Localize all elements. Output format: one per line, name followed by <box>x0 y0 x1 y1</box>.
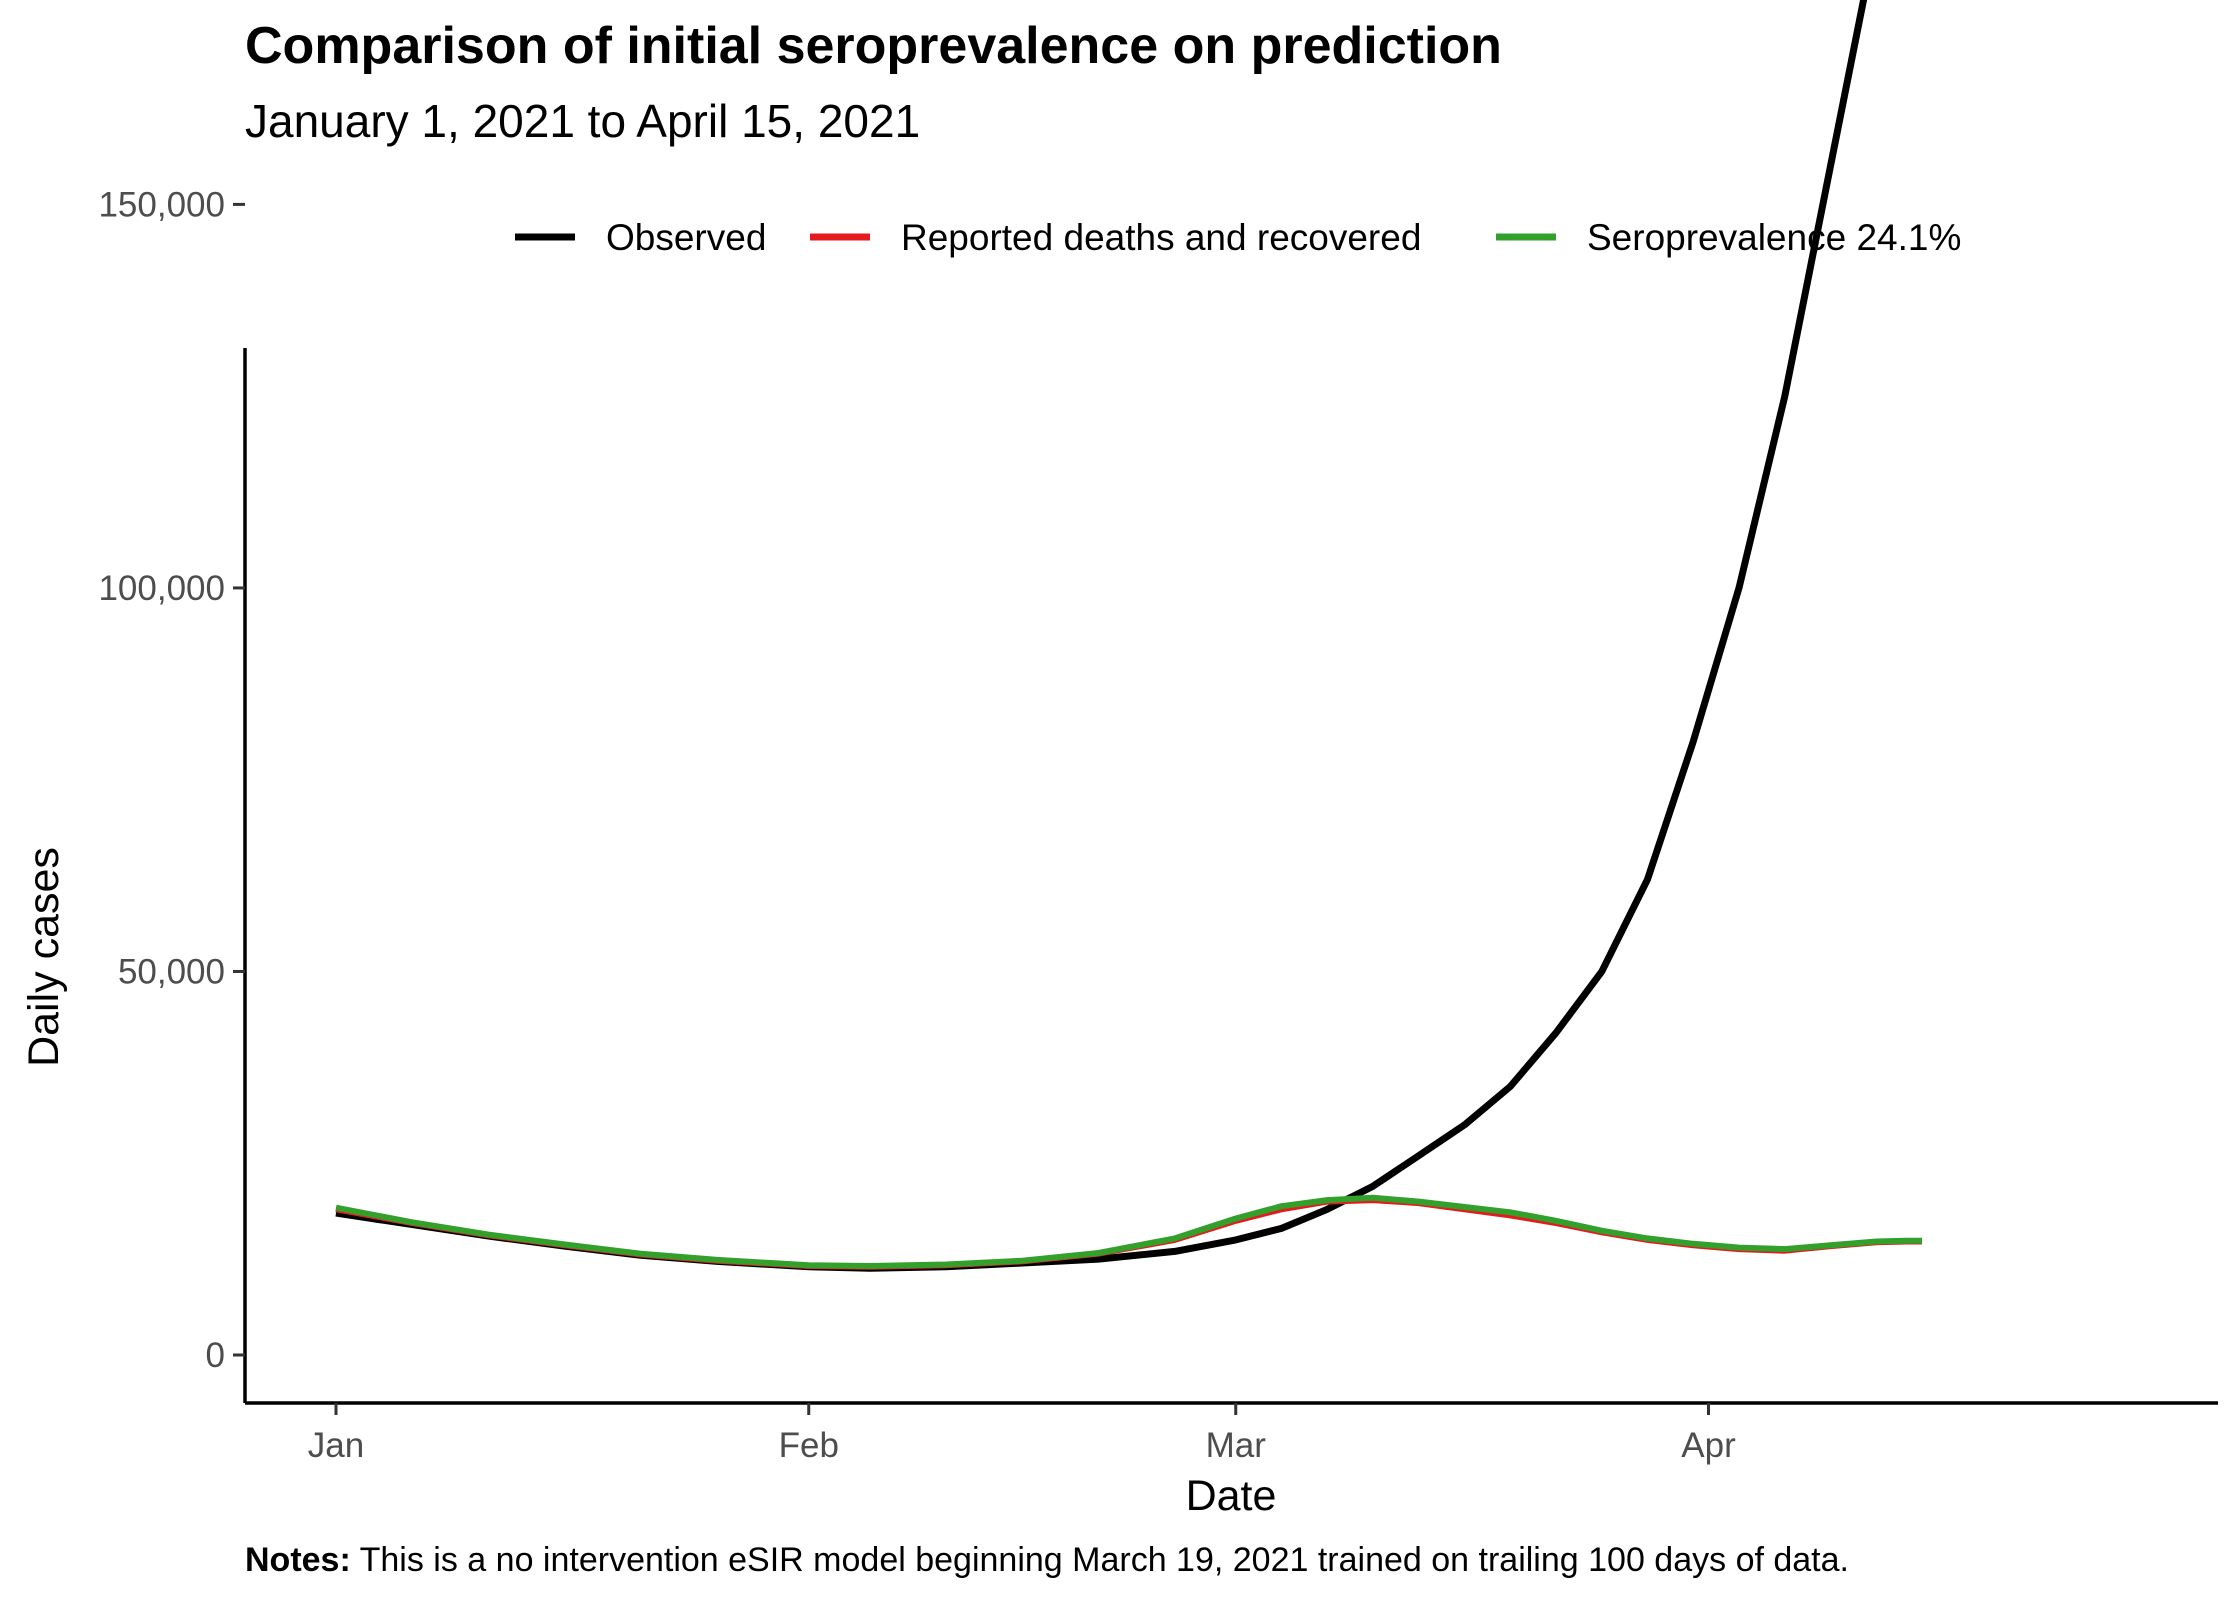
notes-text: Notes: This is a no intervention eSIR mo… <box>245 1541 1849 1579</box>
y-tick-label: 100,000 <box>98 569 225 608</box>
chart-subtitle: January 1, 2021 to April 15, 2021 <box>245 95 920 147</box>
x-tick-label: Mar <box>1206 1426 1267 1465</box>
y-tick-label: 150,000 <box>98 185 225 224</box>
series-line-seroprevalence-24-1 <box>335 1194 1922 1269</box>
x-tick-label: Feb <box>779 1426 839 1465</box>
notes-body: This is a no intervention eSIR model beg… <box>351 1541 1849 1579</box>
legend: Observed Reported deaths and recovered Ser… <box>515 217 1961 258</box>
y-tick-label: 50,000 <box>118 952 225 991</box>
legend-label: Reported deaths and recovered <box>901 217 1421 258</box>
series-layer <box>335 0 1922 1272</box>
x-axis-ticks: Jan Feb Mar Apr <box>308 1403 1736 1465</box>
notes-label: Notes: <box>245 1541 351 1579</box>
series-line-observed <box>335 0 1868 1272</box>
chart-title: Comparison of initial seroprevalence on … <box>245 17 1502 75</box>
x-tick-label: Jan <box>308 1426 364 1465</box>
x-axis-title: Date <box>1186 1472 1277 1520</box>
legend-label: Seroprevalence 24.1% <box>1587 217 1961 258</box>
x-tick-label: Apr <box>1681 1426 1736 1465</box>
y-tick-label: 0 <box>206 1336 225 1375</box>
y-axis-title: Daily cases <box>20 847 68 1067</box>
legend-label: Observed <box>606 217 766 258</box>
